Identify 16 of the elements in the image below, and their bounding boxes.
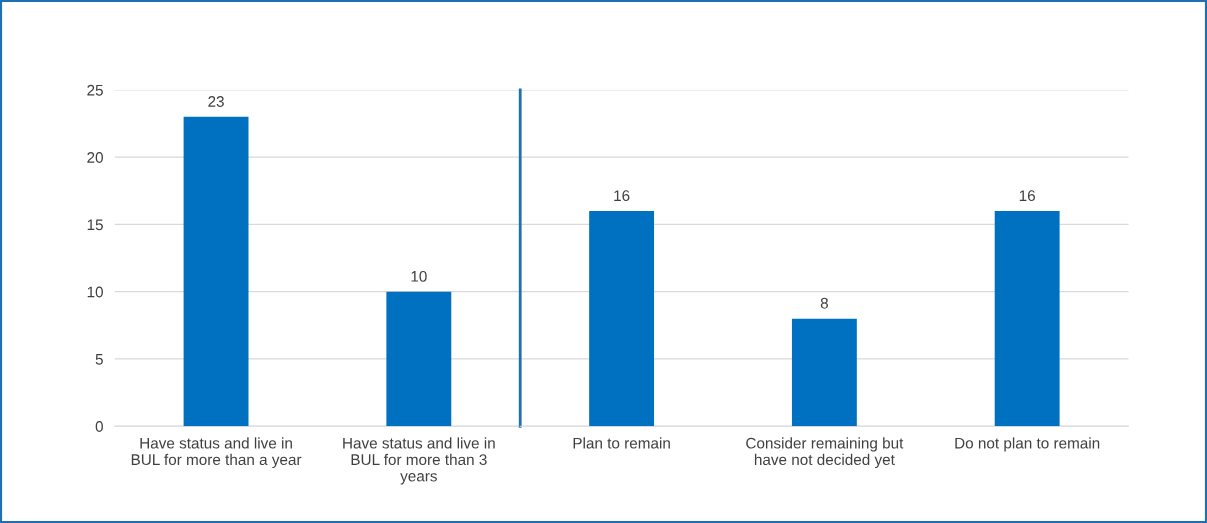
x-tick-label: Have status and live in BUL for more than a year: [131, 437, 302, 469]
data-label: 8: [820, 297, 828, 309]
data-label: 23: [208, 96, 224, 107]
y-tick-label: 10: [87, 286, 103, 298]
x-tick-label: Plan to remain: [573, 437, 670, 449]
y-tick-label: 15: [87, 219, 103, 231]
y-tick-label: 20: [87, 152, 103, 163]
data-label: 16: [1019, 190, 1035, 202]
x-tick-label: Have status and live in BUL for more than 3 years: [343, 437, 495, 485]
data-label: 10: [411, 270, 427, 282]
y-tick-label: 5: [95, 354, 103, 365]
x-tick-label: Do not plan to remain: [955, 437, 1100, 452]
x-tick-label: Consider remaining but have not decided yet: [746, 437, 904, 469]
y-tick-label: 25: [87, 84, 103, 96]
data-label: 16: [614, 190, 630, 202]
y-tick-label: 0: [95, 421, 103, 432]
